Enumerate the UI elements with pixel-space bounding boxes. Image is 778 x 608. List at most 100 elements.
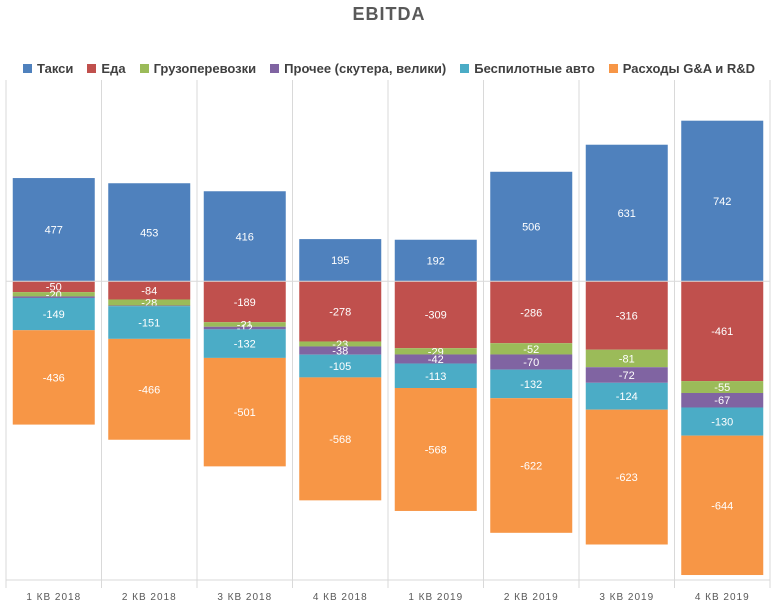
bar-segment bbox=[490, 171, 573, 282]
data-label: -278 bbox=[329, 306, 351, 318]
bar-segment bbox=[108, 299, 191, 306]
x-tick-label: 2 КВ 2019 bbox=[504, 592, 559, 603]
legend-label: Грузоперевозки bbox=[153, 60, 257, 76]
bar-segment bbox=[585, 144, 668, 282]
data-label: -50 bbox=[46, 282, 62, 294]
bar-segment bbox=[394, 348, 477, 355]
bar-segment bbox=[585, 349, 668, 368]
data-label: 416 bbox=[236, 231, 254, 243]
legend: Такси Еда Грузоперевозки Прочее (скутера, в… bbox=[0, 58, 778, 78]
bar-segment bbox=[394, 354, 477, 364]
data-label: -132 bbox=[234, 339, 256, 351]
data-label: -568 bbox=[329, 434, 351, 446]
legend-swatch bbox=[460, 63, 470, 73]
data-label: 506 bbox=[522, 222, 540, 234]
bar-segment bbox=[12, 281, 95, 293]
data-label: -84 bbox=[141, 285, 157, 297]
legend-item: Такси bbox=[23, 58, 73, 78]
data-label: 477 bbox=[45, 225, 63, 237]
legend-swatch bbox=[139, 63, 149, 73]
bar-segment bbox=[585, 281, 668, 350]
bar-segment bbox=[681, 120, 764, 282]
data-label: 453 bbox=[140, 227, 158, 239]
data-label: -67 bbox=[714, 395, 730, 407]
x-tick-label: 4 КВ 2018 bbox=[313, 592, 368, 603]
bar-segment bbox=[394, 281, 477, 349]
bar-segment bbox=[681, 392, 764, 408]
data-label: 195 bbox=[331, 255, 349, 267]
data-label: -70 bbox=[523, 357, 539, 369]
bar-segment bbox=[585, 409, 668, 545]
data-label: -286 bbox=[520, 307, 542, 319]
data-label: -189 bbox=[234, 297, 256, 309]
bar-segment bbox=[12, 296, 95, 298]
bar-segment bbox=[203, 357, 286, 467]
bar-segment bbox=[203, 326, 286, 330]
bar-segment bbox=[108, 306, 191, 339]
bar-segment bbox=[108, 281, 191, 300]
bar-segment bbox=[203, 329, 286, 358]
data-label: -623 bbox=[616, 472, 638, 484]
bar-segment bbox=[681, 281, 764, 382]
bar-segment bbox=[299, 239, 382, 282]
legend-swatch bbox=[608, 63, 618, 73]
data-label: -124 bbox=[616, 391, 638, 403]
data-label: -105 bbox=[329, 361, 351, 373]
x-tick-label: 2 КВ 2018 bbox=[122, 592, 177, 603]
bar-segment bbox=[203, 322, 286, 327]
data-label: 742 bbox=[713, 196, 731, 208]
legend-label: Прочее (скутера, велики) bbox=[284, 60, 447, 76]
bar-segment bbox=[681, 435, 764, 576]
bar-segment bbox=[490, 354, 573, 370]
legend-item: Грузоперевозки bbox=[139, 58, 257, 78]
data-label: -130 bbox=[711, 417, 733, 429]
x-tick-label: 1 КВ 2019 bbox=[408, 592, 463, 603]
data-label: -466 bbox=[138, 384, 160, 396]
bar-segment bbox=[394, 388, 477, 511]
legend-label: Расходы G&A и R&D bbox=[622, 60, 755, 76]
legend-item: Прочее (скутера, велики) bbox=[270, 58, 446, 78]
data-label: 192 bbox=[427, 256, 445, 268]
data-label: -42 bbox=[428, 354, 444, 366]
data-label: -568 bbox=[425, 444, 447, 456]
bar-segment bbox=[585, 367, 668, 383]
x-tick-label: 1 КВ 2018 bbox=[26, 592, 81, 603]
data-label: -52 bbox=[523, 344, 539, 356]
data-label: -436 bbox=[43, 372, 65, 384]
bar-segment bbox=[12, 178, 95, 282]
bar-segment bbox=[299, 377, 382, 501]
data-label: -316 bbox=[616, 310, 638, 322]
bar-segment bbox=[681, 381, 764, 393]
bar-segment bbox=[12, 297, 95, 331]
chart-title: EBITDA bbox=[352, 4, 426, 24]
bar-segment bbox=[108, 183, 191, 282]
legend-label: Беспилотные авто bbox=[474, 60, 595, 76]
data-label: -501 bbox=[234, 407, 256, 419]
x-tick-label: 4 КВ 2019 bbox=[695, 592, 750, 603]
legend-swatch bbox=[270, 63, 280, 73]
legend-label: Еда bbox=[101, 60, 126, 76]
bar-segment bbox=[490, 281, 573, 344]
bar-segment bbox=[585, 382, 668, 410]
data-label: -622 bbox=[520, 460, 542, 472]
bar-segment bbox=[299, 346, 382, 355]
bar-segment bbox=[299, 354, 382, 378]
bar-segment bbox=[299, 341, 382, 347]
bar-segment bbox=[299, 281, 382, 342]
legend-label: Такси bbox=[37, 60, 74, 76]
data-label: -309 bbox=[425, 310, 447, 322]
data-label: -81 bbox=[619, 353, 635, 365]
data-label: 631 bbox=[618, 208, 636, 220]
bar-segment bbox=[12, 330, 95, 425]
data-label: -644 bbox=[711, 500, 733, 512]
legend-item: Еда bbox=[87, 58, 126, 78]
legend-swatch bbox=[87, 63, 97, 73]
legend-swatch bbox=[23, 63, 32, 73]
data-label: -149 bbox=[43, 309, 65, 321]
data-label: -38 bbox=[332, 346, 348, 358]
x-tick-label: 3 КВ 2019 bbox=[599, 592, 654, 603]
bar-segment bbox=[108, 305, 191, 307]
legend-item: Расходы G&A и R&D bbox=[608, 58, 755, 78]
data-label: -132 bbox=[520, 379, 542, 391]
